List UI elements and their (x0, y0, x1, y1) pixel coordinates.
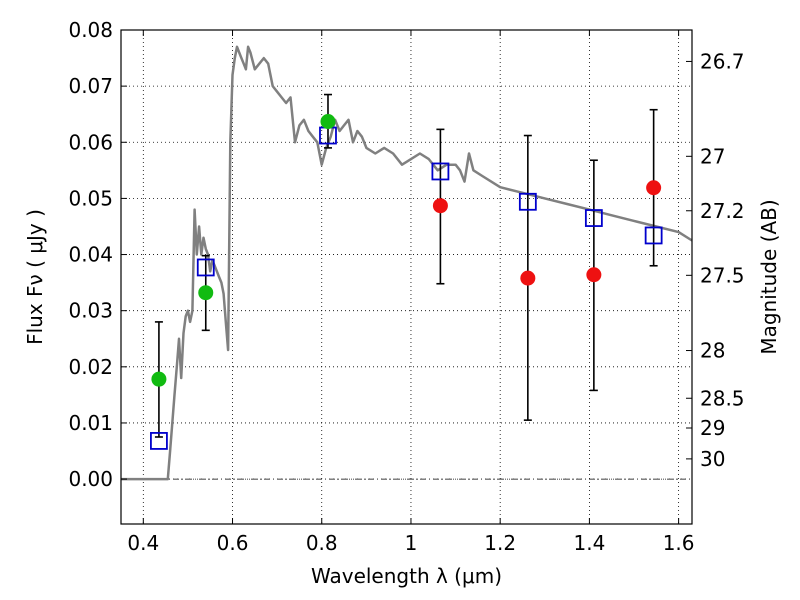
y-tick-label: 0.03 (68, 299, 113, 323)
mag-tick-label: 29 (700, 416, 725, 440)
x-tick-label: 1.6 (663, 531, 695, 555)
x-axis-ticks: 0.4 0.6 0.8 1 1.2 1.4 1.6 (127, 30, 695, 555)
y-tick-label: 0.06 (68, 130, 113, 154)
y-tick-label: 0.00 (68, 467, 113, 491)
mag-tick-label: 30 (700, 447, 725, 471)
y-tick-label: 0.01 (68, 411, 113, 435)
model-box-3 (431, 162, 450, 181)
model-photometry-boxes (150, 126, 663, 450)
y-axis-ticks: 0.00 0.01 0.02 0.03 0.04 0.05 0.06 0.07 0.08 (68, 18, 127, 491)
x-tick-label: 1.4 (573, 531, 605, 555)
mag-tick-label: 28.5 (700, 386, 745, 410)
model-box-1 (196, 258, 215, 277)
y-axis-label: Flux Fν ( μJy ) (23, 209, 47, 345)
y-tick-label: 0.07 (68, 74, 113, 98)
x-tick-label: 1 (405, 531, 418, 555)
model-spectrum (121, 45, 693, 481)
mag-tick-label: 27.2 (700, 199, 745, 223)
data-point-3 (432, 198, 448, 214)
data-point-5 (586, 267, 602, 283)
y-tick-label: 0.05 (68, 186, 113, 210)
mag-tick-label: 26.7 (700, 49, 745, 73)
mag-tick-label: 27.5 (700, 263, 745, 287)
x-tick-label: 0.4 (127, 531, 159, 555)
model-box-0 (150, 432, 168, 450)
magnitude-axis-ticks: 26.7 27 27.2 27.5 28 28.5 29 30 (686, 49, 745, 471)
mag-tick-label: 27 (700, 144, 725, 168)
data-point-6 (646, 180, 662, 196)
observed-photometry-points (151, 114, 662, 387)
mag-tick-label: 28 (700, 339, 725, 363)
x-tick-label: 0.8 (306, 531, 338, 555)
right-axis-label: Magnitude (AB) (757, 199, 781, 354)
model-box-6 (644, 226, 663, 245)
y-tick-label: 0.02 (68, 355, 113, 379)
data-point-2 (320, 114, 336, 130)
plot-frame (120, 29, 693, 525)
model-spectrum-line (121, 45, 693, 481)
data-point-4 (520, 270, 536, 286)
x-tick-label: 0.6 (217, 531, 249, 555)
data-point-0 (151, 371, 167, 387)
y-tick-label: 0.08 (68, 18, 113, 42)
x-tick-label: 1.2 (484, 531, 516, 555)
x-axis-label: Wavelength λ (μm) (311, 564, 502, 588)
model-box-4 (518, 192, 537, 211)
data-point-1 (198, 285, 214, 301)
model-box-5 (584, 209, 603, 227)
y-tick-label: 0.04 (68, 243, 113, 267)
